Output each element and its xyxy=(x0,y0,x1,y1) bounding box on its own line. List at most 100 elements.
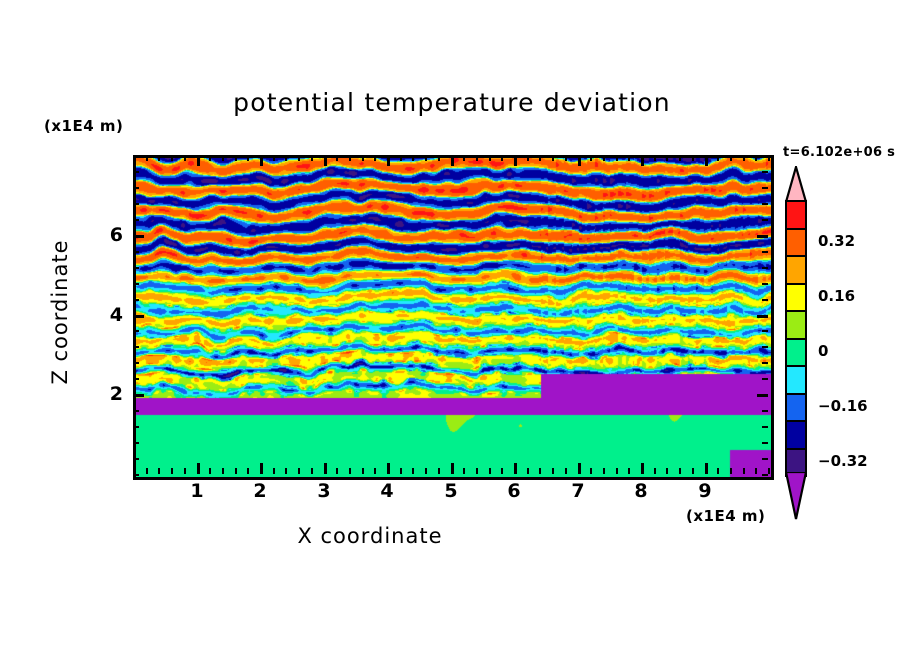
tick-minor-x xyxy=(603,155,605,161)
colorbar-tick-label: 0.16 xyxy=(818,287,856,306)
tick-minor-x xyxy=(425,155,427,161)
tick-minor-y xyxy=(133,378,139,380)
colorbar[interactable] xyxy=(785,200,807,477)
x-tick-label: 4 xyxy=(380,480,394,502)
tick-minor-y xyxy=(133,426,139,428)
tick-minor-y xyxy=(762,283,768,285)
tick-minor-y xyxy=(762,171,768,173)
tick-minor-x xyxy=(717,468,719,474)
tick-minor-y xyxy=(762,474,768,476)
tick-minor-y xyxy=(762,299,768,301)
tick-minor-x xyxy=(603,468,605,474)
tick-minor-y xyxy=(762,442,768,444)
tick-minor-x xyxy=(235,468,237,474)
tick-minor-x xyxy=(209,155,211,161)
colorbar-tick-label: 0.32 xyxy=(818,232,856,251)
tick-minor-y xyxy=(133,346,139,348)
tick-minor-x xyxy=(628,468,630,474)
tick-minor-x xyxy=(476,155,478,161)
tick-minor-x xyxy=(349,468,351,474)
tick-major-y xyxy=(133,315,144,318)
page-title: potential temperature deviation xyxy=(233,88,671,117)
tick-minor-x xyxy=(184,155,186,161)
x-tick-label: 7 xyxy=(571,480,585,502)
x-tick-label: 3 xyxy=(317,480,331,502)
tick-minor-x xyxy=(438,155,440,161)
tick-minor-x xyxy=(717,155,719,161)
tick-minor-x xyxy=(209,468,211,474)
x-tick-label: 8 xyxy=(634,480,648,502)
y-tick-label: 2 xyxy=(109,383,123,405)
tick-minor-x xyxy=(298,155,300,161)
tick-minor-x xyxy=(552,155,554,161)
tick-minor-x xyxy=(298,468,300,474)
tick-minor-y xyxy=(762,410,768,412)
tick-minor-x xyxy=(743,155,745,161)
timestamp-annotation: t=6.102e+06 s xyxy=(783,145,896,160)
tick-minor-x xyxy=(336,468,338,474)
tick-minor-x xyxy=(311,155,313,161)
tick-minor-y xyxy=(133,474,139,476)
tick-minor-x xyxy=(501,468,503,474)
tick-minor-y xyxy=(762,219,768,221)
contour-field xyxy=(136,158,771,477)
x-axis-title: X coordinate xyxy=(297,524,443,548)
y-tick-label: 4 xyxy=(109,304,123,326)
tick-minor-x xyxy=(590,468,592,474)
tick-minor-y xyxy=(133,299,139,301)
tick-minor-x xyxy=(184,468,186,474)
tick-minor-x xyxy=(374,468,376,474)
tick-major-x xyxy=(641,463,644,474)
tick-minor-x xyxy=(412,155,414,161)
tick-major-x xyxy=(387,463,390,474)
tick-major-x xyxy=(578,463,581,474)
tick-major-x xyxy=(705,155,708,166)
tick-major-y xyxy=(133,235,144,238)
colorbar-band xyxy=(785,365,807,395)
tick-major-y xyxy=(757,315,768,318)
tick-major-x xyxy=(260,155,263,166)
tick-minor-y xyxy=(133,171,139,173)
colorbar-tick-label: 0 xyxy=(818,342,829,361)
tick-minor-x xyxy=(489,468,491,474)
tick-major-x xyxy=(641,155,644,166)
tick-minor-y xyxy=(762,378,768,380)
tick-minor-x xyxy=(146,468,148,474)
tick-minor-y xyxy=(133,251,139,253)
tick-minor-x xyxy=(679,155,681,161)
tick-minor-y xyxy=(133,155,139,157)
colorbar-band xyxy=(785,282,807,312)
tick-major-x xyxy=(324,155,327,166)
tick-major-x xyxy=(324,463,327,474)
tick-minor-x xyxy=(616,155,618,161)
colorbar-cap-under xyxy=(784,470,808,520)
tick-minor-x xyxy=(527,155,529,161)
tick-minor-x xyxy=(666,468,668,474)
tick-minor-x xyxy=(730,468,732,474)
tick-minor-x xyxy=(489,155,491,161)
tick-major-x xyxy=(514,155,517,166)
plot-area xyxy=(133,155,774,480)
tick-major-x xyxy=(197,155,200,166)
colorbar-band xyxy=(785,310,807,340)
tick-minor-x xyxy=(552,468,554,474)
tick-minor-x xyxy=(565,468,567,474)
tick-minor-y xyxy=(762,187,768,189)
tick-minor-x xyxy=(285,468,287,474)
tick-minor-x xyxy=(171,468,173,474)
colorbar-band xyxy=(785,337,807,367)
tick-major-x xyxy=(578,155,581,166)
tick-minor-x xyxy=(362,155,364,161)
tick-minor-y xyxy=(762,362,768,364)
x-tick-label: 2 xyxy=(253,480,267,502)
colorbar-band xyxy=(785,420,807,450)
tick-minor-x xyxy=(768,468,770,474)
x-tick-label: 5 xyxy=(444,480,458,502)
colorbar-band xyxy=(785,200,807,230)
tick-minor-y xyxy=(133,267,139,269)
tick-minor-x xyxy=(768,155,770,161)
tick-minor-x xyxy=(755,468,757,474)
tick-minor-y xyxy=(133,458,139,460)
tick-minor-x xyxy=(400,468,402,474)
tick-minor-y xyxy=(762,458,768,460)
